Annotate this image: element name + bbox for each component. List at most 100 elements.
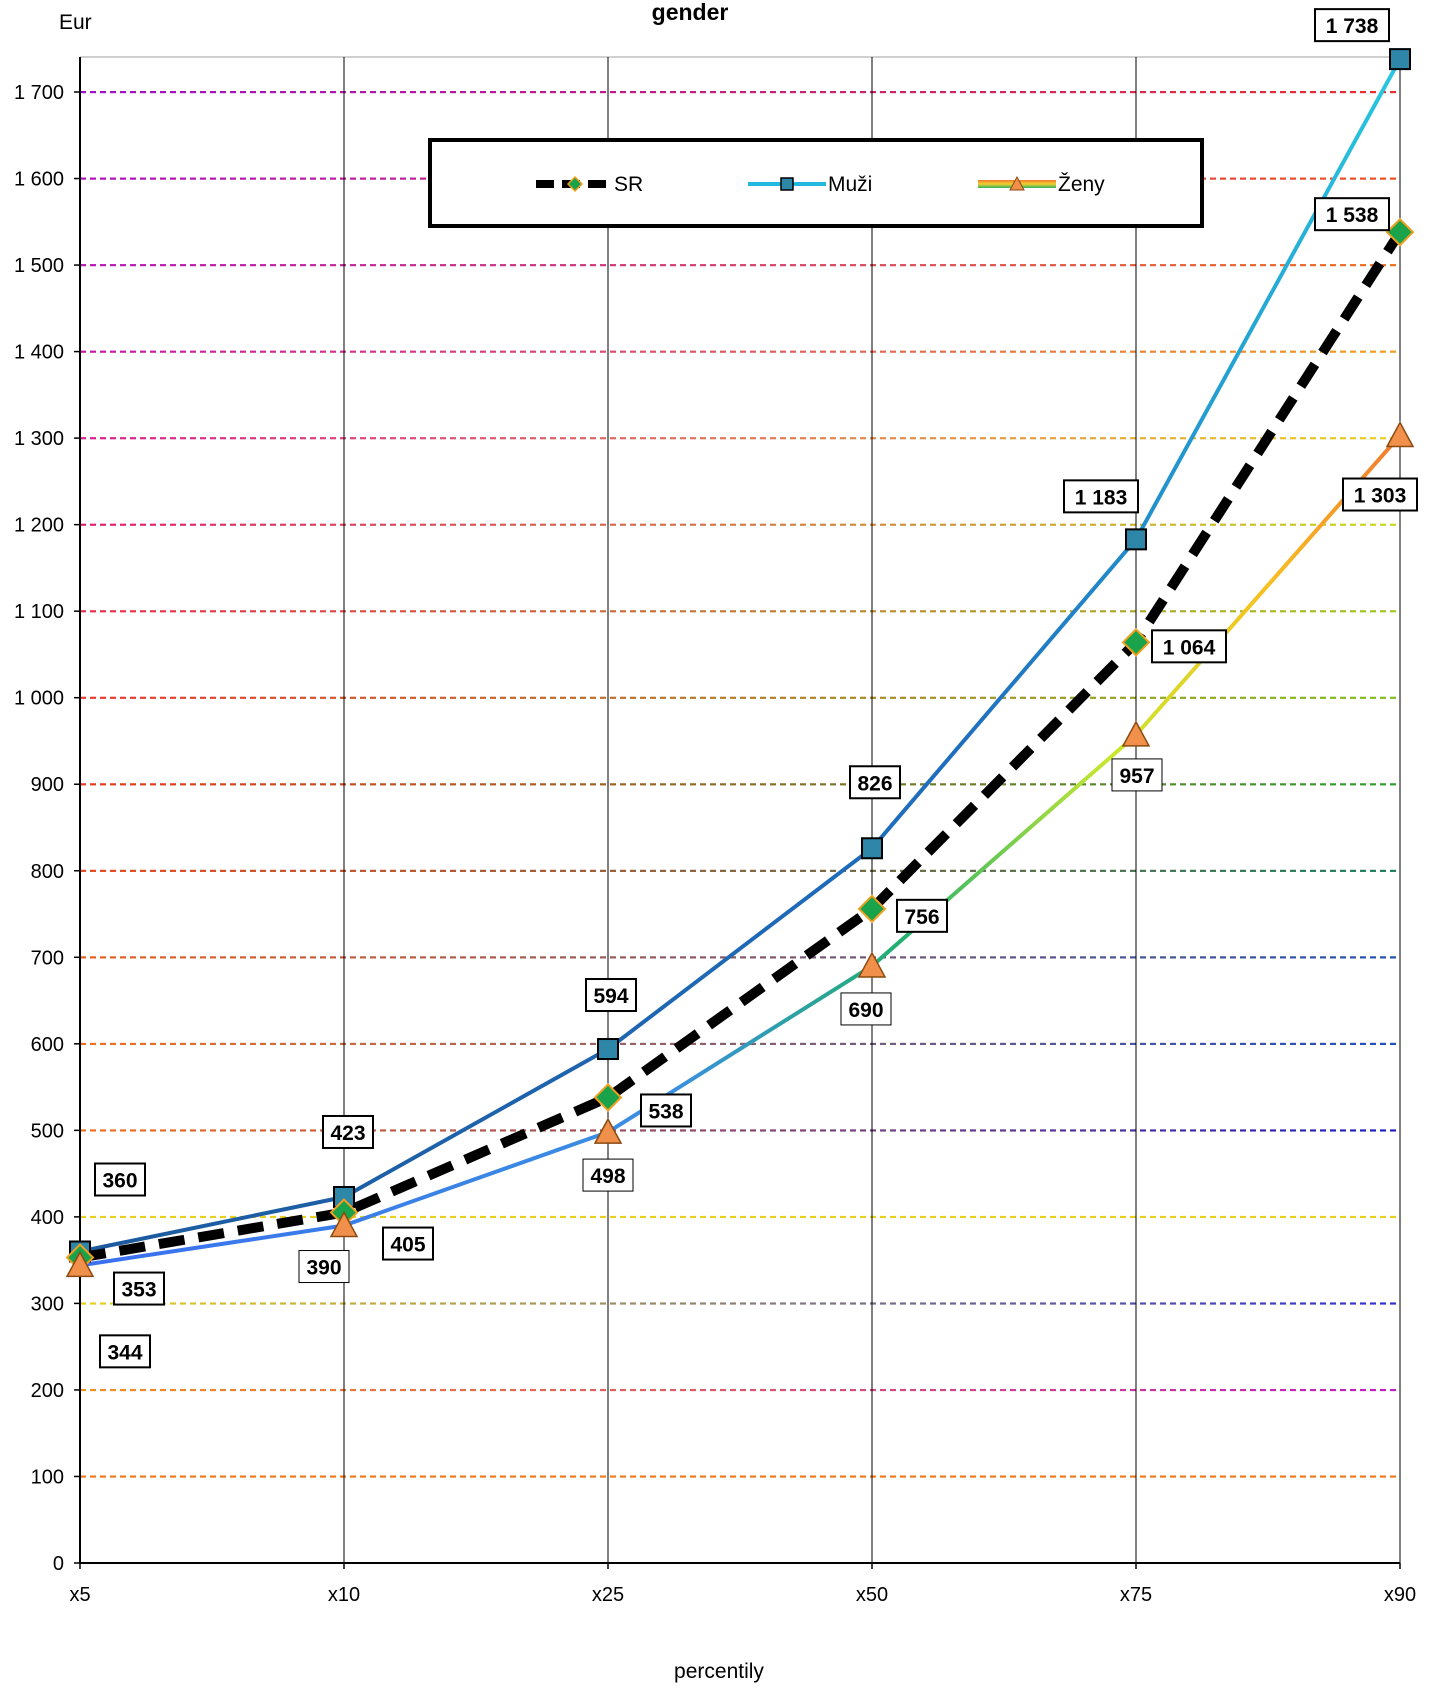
gridline (80, 91, 1400, 94)
y-tick-label: 400 (31, 1207, 64, 1229)
legend-marker-zeny (1009, 175, 1025, 191)
series-line-muzi (79, 58, 1402, 1254)
x-tick-label: x75 (1120, 1584, 1152, 1606)
data-label-text: 498 (590, 1165, 625, 1188)
y-tick-label: 1 400 (14, 342, 64, 364)
marker-zeny (329, 1210, 359, 1238)
data-label: 1 738 (1314, 8, 1390, 43)
marker-zeny (857, 951, 887, 978)
y-tick-label: 200 (31, 1380, 64, 1402)
data-label-text: 360 (102, 1169, 137, 1192)
data-label: 594 (585, 978, 637, 1013)
gridline (80, 1388, 1400, 1392)
y-tick-label: 300 (31, 1293, 64, 1315)
data-label-box (1151, 629, 1227, 664)
legend-label-sr: SR (614, 173, 643, 196)
data-label: 957 (1111, 758, 1163, 792)
data-label-text: 1 064 (1163, 636, 1216, 659)
marker-zeny (1121, 720, 1151, 747)
data-label-box (382, 1226, 434, 1261)
y-tick-label: 1 700 (14, 82, 64, 104)
legend-marker-muzi (780, 177, 794, 191)
x-tick-label: x50 (856, 1584, 888, 1606)
data-label: 538 (640, 1093, 692, 1128)
gridline (80, 264, 1400, 267)
x-axis-title: percentily (674, 1660, 764, 1683)
data-label-text: 353 (121, 1279, 156, 1302)
data-label: 826 (849, 765, 901, 800)
data-label-text: 405 (390, 1234, 425, 1257)
data-label-text: 344 (107, 1341, 142, 1364)
y-tick-label: 500 (31, 1120, 64, 1142)
marker-muzi (1389, 48, 1411, 71)
marker-muzi (861, 837, 883, 860)
data-label-text: 756 (904, 906, 939, 929)
series-line-zeny (79, 434, 1402, 1268)
y-tick-label: 100 (31, 1466, 64, 1488)
legend-label-muzi: Muži (828, 173, 872, 196)
marker-zeny (65, 1250, 95, 1278)
data-label-text: 390 (306, 1257, 341, 1280)
data-label-box (849, 765, 901, 800)
x-tick-label: x10 (328, 1584, 360, 1606)
y-tick-label: 0 (53, 1553, 64, 1575)
y-tick-label: 1 600 (14, 169, 64, 191)
data-label: 756 (896, 898, 948, 933)
y-tick-label: 1 500 (14, 255, 64, 277)
data-label: 423 (322, 1114, 374, 1149)
marker-sr (1121, 627, 1151, 657)
y-tick-label: 900 (31, 774, 64, 796)
data-label-box (1111, 758, 1163, 792)
data-label-box (840, 992, 892, 1026)
x-tick-label: x90 (1384, 1584, 1416, 1606)
marker-muzi (597, 1038, 619, 1061)
gridline (80, 1475, 1400, 1478)
y-tick-label: 800 (31, 861, 64, 883)
data-label-box (585, 978, 637, 1013)
y-tick-label: 1 300 (14, 428, 64, 450)
gridline (80, 956, 1400, 959)
y-tick-label: 700 (31, 947, 64, 969)
data-label-text: 690 (848, 999, 883, 1022)
x-tick-label: x5 (69, 1584, 90, 1606)
y-tick-label: 600 (31, 1034, 64, 1056)
data-label-box (94, 1162, 146, 1197)
data-label: 498 (582, 1158, 634, 1192)
data-label: 360 (94, 1162, 146, 1197)
data-label-text: 1 303 (1354, 485, 1407, 508)
data-label-text: 423 (330, 1122, 365, 1145)
data-label-box (322, 1114, 374, 1149)
gridline (80, 523, 1400, 526)
data-label-text: 1 183 (1075, 486, 1128, 509)
gridline (80, 1302, 1400, 1305)
data-label-box (1063, 479, 1139, 514)
data-label: 690 (840, 992, 892, 1026)
marker-sr (857, 894, 887, 924)
data-label-text: 1 538 (1326, 204, 1379, 227)
marker-sr (593, 1083, 623, 1112)
legend-marker-sr (566, 175, 584, 193)
y-axis-title: Eur (59, 11, 92, 34)
chart-title: gender (652, 0, 729, 25)
data-label: 390 (298, 1250, 350, 1284)
gridline (80, 1129, 1400, 1132)
legend-label-zeny: Ženy (1058, 173, 1105, 196)
data-label-box (298, 1250, 350, 1284)
data-label-box (1342, 477, 1418, 512)
data-label: 344 (99, 1334, 151, 1369)
data-label-box (582, 1158, 634, 1192)
gridline (80, 610, 1400, 613)
data-label: 353 (113, 1271, 165, 1306)
data-label-text: 1 738 (1326, 15, 1379, 38)
data-label-box (896, 898, 948, 933)
data-label: 1 538 (1314, 197, 1390, 232)
marker-zeny (1385, 420, 1415, 448)
y-tick-label: 1 000 (14, 688, 64, 710)
data-label: 1 064 (1151, 629, 1227, 664)
data-label-box (113, 1271, 165, 1306)
data-label-box (99, 1334, 151, 1369)
gridline (80, 1042, 1400, 1046)
data-label-box (640, 1093, 692, 1128)
